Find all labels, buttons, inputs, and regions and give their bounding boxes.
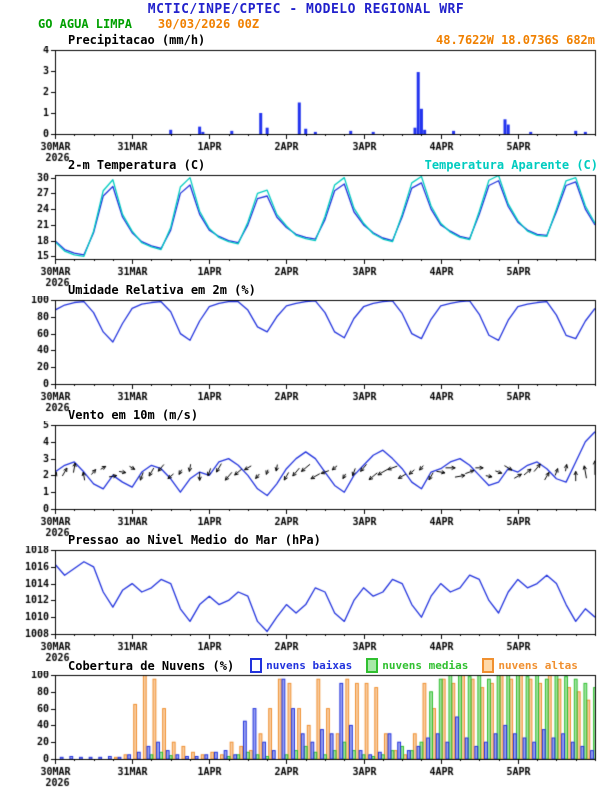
- station-name: GO AGUA LIMPA: [38, 17, 132, 31]
- station-coordinates: 48.7622W 18.0736S 682m: [436, 33, 595, 47]
- humidity-chart: [0, 296, 612, 414]
- panel-title-wind: Vento em 10m (m/s): [68, 408, 199, 422]
- panel-title-row-temperature: 2-m Temperatura (C) Temperatura Aparente…: [68, 158, 598, 172]
- legend-label-low-clouds: nuvens baixas: [266, 659, 353, 672]
- page-title: MCTIC/INPE/CPTEC - MODELO REGIONAL WRF: [147, 2, 465, 17]
- temperature-chart: [0, 171, 612, 289]
- panel-title-temperature: 2-m Temperatura (C): [68, 158, 206, 172]
- model-run-datetime: 30/03/2026 00Z: [157, 17, 260, 31]
- pressure-chart: [0, 546, 612, 664]
- panel-title-clouds: Cobertura de Nuvens (%): [68, 658, 235, 673]
- precipitation-chart: [0, 46, 612, 164]
- cloud-cover-chart: [0, 671, 612, 789]
- legend-apparent-temperature: Temperatura Aparente (C): [424, 158, 598, 172]
- legend-label-mid-clouds: nuvens medias: [382, 659, 469, 672]
- legend-item-low-clouds: nuvens baixas: [250, 658, 352, 673]
- panel-title-precipitation: Precipitacao (mm/h): [68, 33, 206, 47]
- wind-chart: [0, 421, 612, 539]
- panel-title-humidity: Umidade Relativa em 2m (%): [68, 283, 256, 297]
- header-subline: GO AGUA LIMPA 30/03/2026 00Z: [38, 17, 259, 31]
- panel-title-row-clouds: Cobertura de Nuvens (%) nuvens baixas nu…: [68, 658, 598, 673]
- panel-title-pressure: Pressao ao Nivel Medio do Mar (hPa): [68, 533, 321, 547]
- legend-label-high-clouds: nuvens altas: [498, 659, 578, 672]
